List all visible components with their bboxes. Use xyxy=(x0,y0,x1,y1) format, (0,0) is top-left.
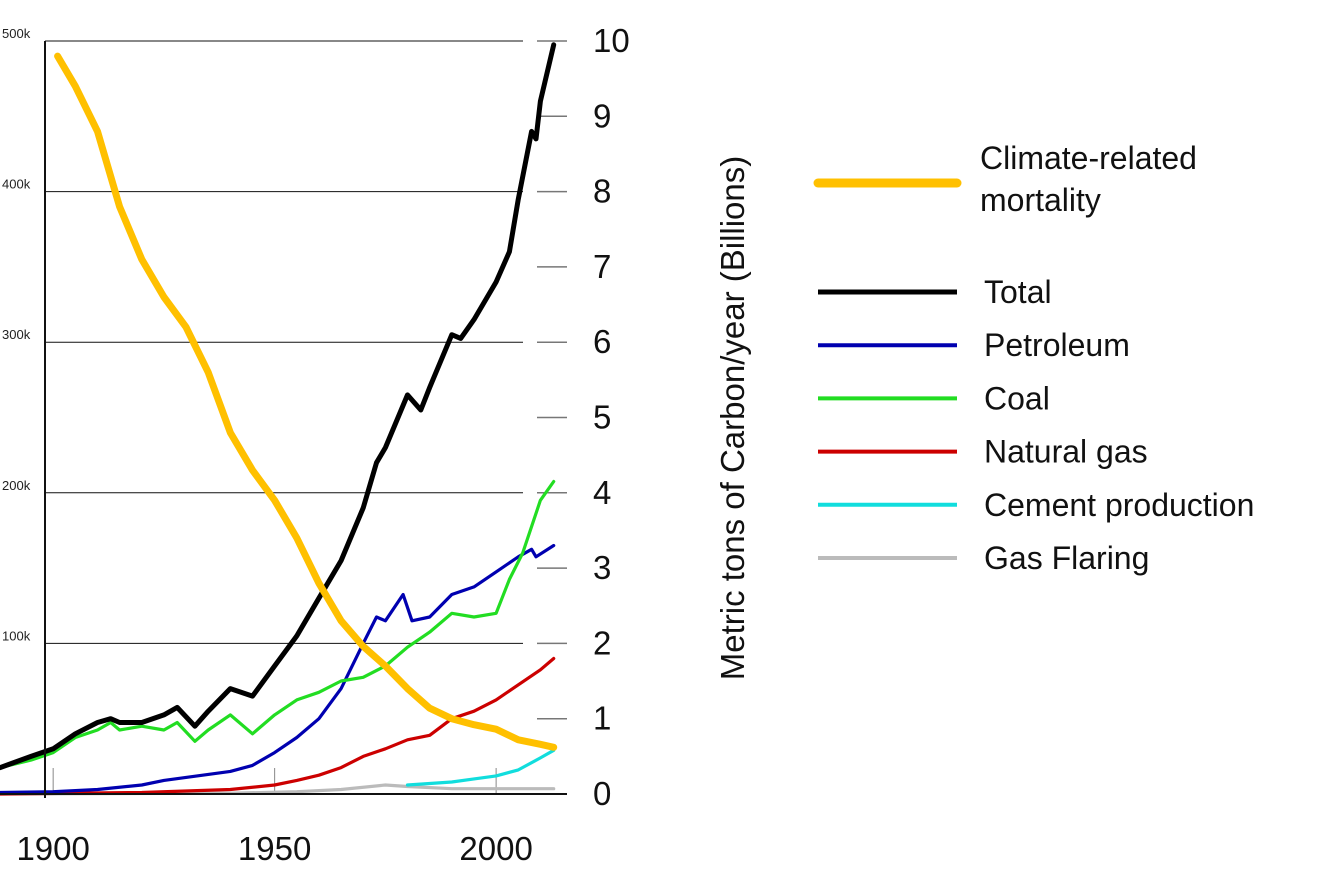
left-axis-ticks: 100k 200k 300k 400k 500k xyxy=(2,26,31,643)
left-tick-label: 300k xyxy=(2,327,31,342)
x-axis-ticks: 1900 1950 2000 xyxy=(16,768,533,867)
right-tick-label: 10 xyxy=(593,22,630,59)
x-tick-label: 1950 xyxy=(238,830,311,867)
series-lines xyxy=(0,42,558,796)
right-tick-label: 8 xyxy=(593,173,611,210)
right-tick-label: 2 xyxy=(593,624,611,661)
legend-label-gas-flaring: Gas Flaring xyxy=(984,540,1149,576)
x-tick-label: 1900 xyxy=(16,830,89,867)
right-tick-label: 9 xyxy=(593,97,611,134)
left-tick-label: 100k xyxy=(2,628,31,643)
x-tick-label: 2000 xyxy=(459,830,532,867)
legend-label-petroleum: Petroleum xyxy=(984,327,1130,363)
legend-label-coal: Coal xyxy=(984,380,1050,416)
series-line-petroleum xyxy=(0,543,556,795)
series-line-gas-flaring xyxy=(0,783,556,796)
right-tick-label: 0 xyxy=(593,775,611,812)
left-tick-label: 500k xyxy=(2,26,31,41)
legend: Climate-related mortality Total Petroleum… xyxy=(813,140,1254,576)
series-line-climate-related-mortality xyxy=(54,52,558,751)
right-tick-label: 1 xyxy=(593,700,611,737)
axes xyxy=(0,41,567,798)
legend-label-mortality: Climate-related xyxy=(980,140,1197,176)
right-axis-ticks: 0 1 2 3 4 5 6 7 8 9 10 xyxy=(537,22,630,812)
legend-label-total: Total xyxy=(984,274,1052,310)
left-tick-label: 400k xyxy=(2,177,31,192)
right-tick-label: 7 xyxy=(593,248,611,285)
grid xyxy=(45,40,523,644)
right-tick-label: 4 xyxy=(593,474,611,511)
series-line-coal xyxy=(0,479,556,770)
legend-label-cement-production: Cement production xyxy=(984,487,1254,523)
right-tick-label: 5 xyxy=(593,399,611,436)
legend-label-mortality: mortality xyxy=(980,182,1101,218)
right-tick-label: 3 xyxy=(593,549,611,586)
legend-label-natural-gas: Natural gas xyxy=(984,434,1148,470)
left-tick-label: 200k xyxy=(2,478,31,493)
right-tick-label: 6 xyxy=(593,323,611,360)
right-axis-label: Metric tons of Carbon/year (Billions) xyxy=(714,156,751,681)
series-line-cement-production xyxy=(405,748,556,787)
series-line-natural-gas xyxy=(0,656,556,796)
series-line-total xyxy=(0,42,557,771)
